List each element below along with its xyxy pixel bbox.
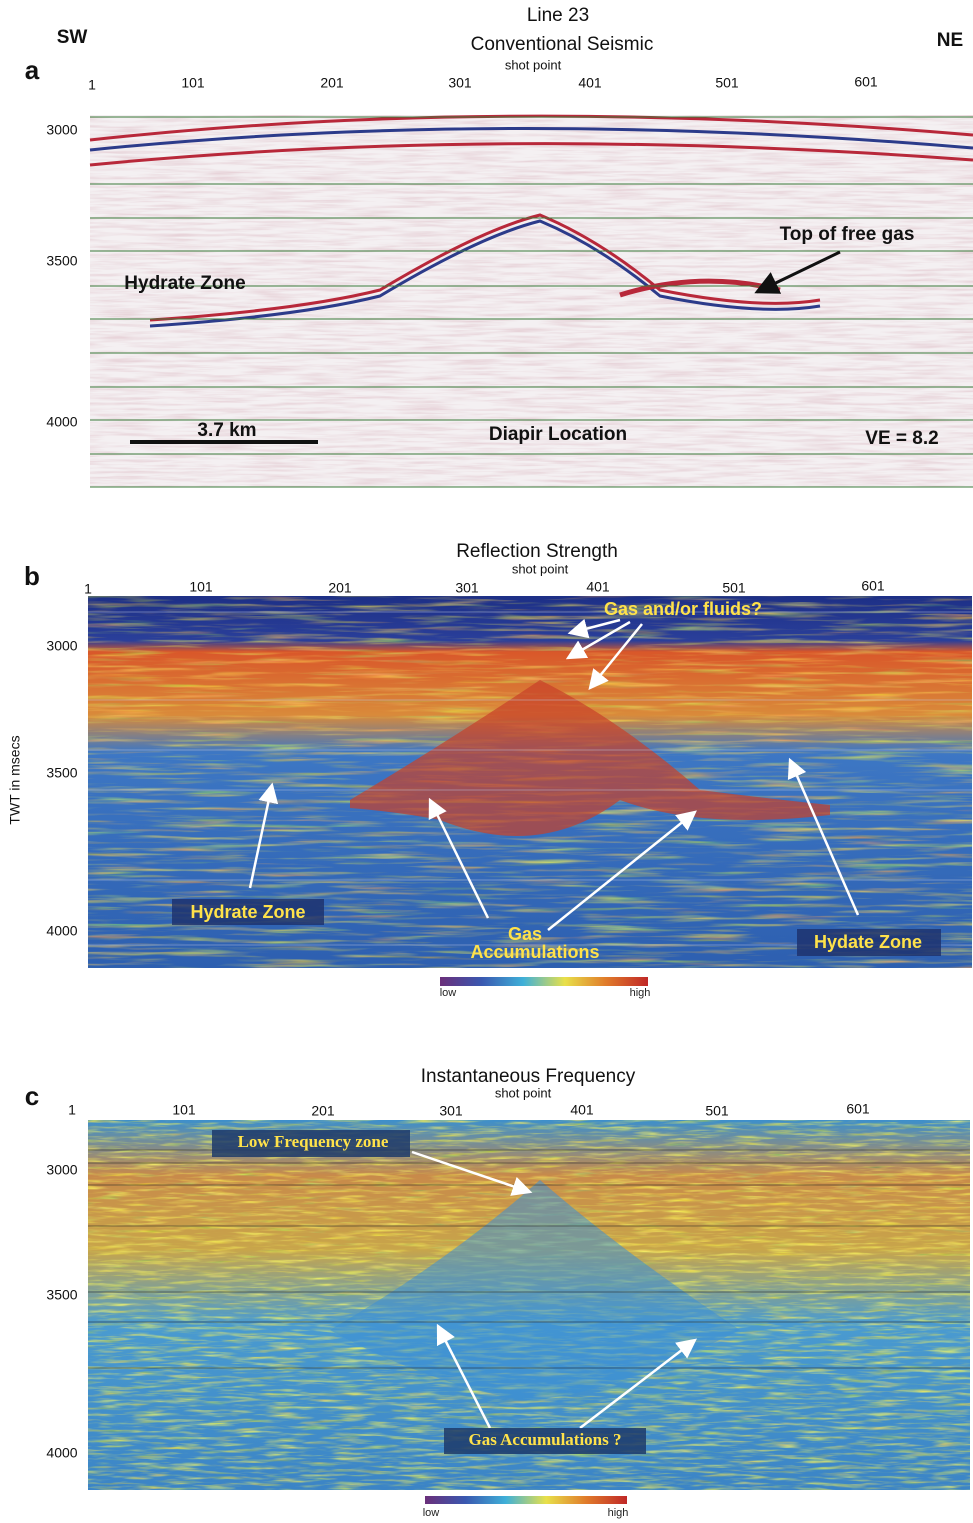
shot-point: 501 [715,75,739,91]
colorbar-high: high [630,987,651,999]
panel-label: a [25,55,40,85]
low-frequency-zone [330,1180,740,1400]
panel-title: Conventional Seismic [471,34,654,55]
twt-label: 3000 [46,122,77,138]
shot-points: 1 101 201 301 401 501 601 [84,578,885,597]
direction-right: NE [937,30,963,51]
colorbar-low: low [440,987,457,999]
shot-point: 301 [448,75,472,91]
shot-point: 301 [455,580,479,596]
axis-label: shot point [505,57,562,72]
arrows-c [411,1150,697,1429]
label-box [212,1130,410,1157]
annotation: Hydate Zone [814,932,922,952]
colorbar-low: low [423,1507,440,1519]
shot-point: 101 [189,579,213,595]
twt-label: 3000 [46,1162,77,1178]
shot-point: 601 [861,578,885,594]
panel-title: Reflection Strength [456,541,618,562]
shot-point: 501 [705,1103,729,1119]
shot-points: 1 101 201 301 401 501 601 [88,74,878,93]
shot-point: 1 [68,1102,76,1118]
colorbar [440,977,648,986]
axis-label: shot point [512,561,569,576]
label-box [172,899,324,925]
panel-b: Reflection Strength shot point b 1 101 2… [7,541,972,999]
shot-point: 401 [570,1102,594,1118]
shot-point: 601 [854,74,878,90]
label-box [797,929,941,956]
shot-point: 1 [88,77,96,93]
twt-label: 3500 [46,253,77,269]
y-axis-label: TWT in msecs [7,735,23,824]
shot-point: 1 [84,581,92,597]
shot-point: 401 [586,579,610,595]
shot-point: 301 [439,1103,463,1119]
shot-point: 201 [311,1103,335,1119]
shot-point: 501 [722,580,746,596]
panel-label: c [25,1081,39,1111]
annotation: Top of free gas [780,224,915,245]
annotation: Diapir Location [489,424,627,445]
shot-point: 101 [181,75,205,91]
annotation: Gas Accumulations ? [468,1430,621,1449]
colorbar-high: high [608,1507,629,1519]
shot-point: 201 [320,75,344,91]
panel-title: Instantaneous Frequency [421,1066,636,1087]
shot-point: 101 [172,1102,196,1118]
annotation: Gas [508,924,542,944]
annotation: VE = 8.2 [865,428,938,449]
reflectors-a [89,114,973,328]
twt-label: 4000 [46,923,77,939]
annotation: Accumulations [470,942,599,962]
shot-point: 401 [578,75,602,91]
twt-label: 3500 [46,765,77,781]
colorbar [425,1496,627,1504]
annotation: Hydrate Zone [124,273,245,294]
twt-labels: 3000 3500 4000 [46,638,77,939]
twt-label: 3000 [46,638,77,654]
annotation: Hydrate Zone [190,902,305,922]
figure-title: Line 23 [527,5,589,26]
shot-points: 1 101 201 301 401 501 601 [68,1101,870,1119]
annotation: Gas and/or fluids? [604,599,762,619]
grid-a [90,116,973,488]
panel-a: Line 23 Conventional Seismic shot point … [25,5,973,488]
section-a-texture [90,115,973,487]
axis-label: shot point [495,1085,552,1100]
twt-label: 4000 [46,1445,77,1461]
annotation: Low Frequency zone [238,1132,389,1151]
scale-label: 3.7 km [197,420,256,441]
arrows-b [248,618,860,931]
panel-label: b [24,561,40,591]
diapir-b [350,680,830,836]
twt-label: 4000 [46,414,77,430]
label-box [444,1428,646,1454]
arrow [754,250,841,294]
twt-labels: 3000 3500 4000 [46,122,77,430]
shot-point: 601 [846,1101,870,1117]
twt-label: 3500 [46,1287,77,1303]
shot-point: 201 [328,580,352,596]
direction-left: SW [57,27,88,48]
panel-c: Instantaneous Frequency shot point c 1 1… [25,1066,970,1519]
twt-labels: 3000 3500 4000 [46,1162,77,1461]
